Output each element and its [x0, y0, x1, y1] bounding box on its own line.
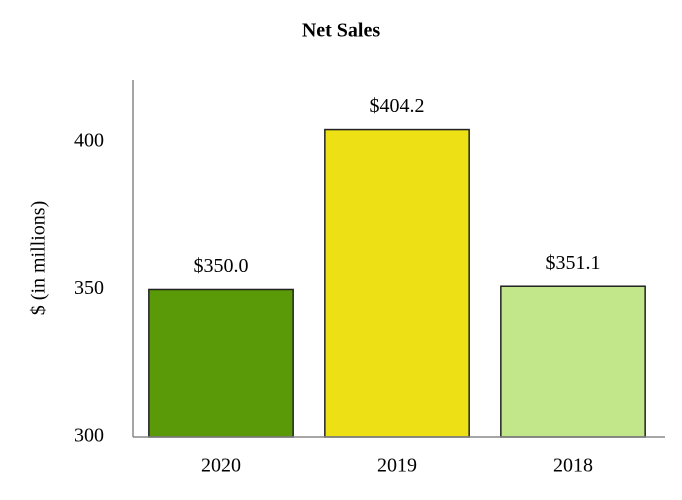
- y-tick-label: 300: [74, 425, 104, 447]
- x-tick-label: 2020: [201, 455, 241, 477]
- y-axis-label: $ (in millions): [28, 201, 50, 315]
- y-tick-label: 400: [74, 130, 104, 152]
- bar: [324, 128, 470, 438]
- data-label: $351.1: [546, 252, 601, 274]
- data-label: $350.0: [194, 255, 249, 277]
- bar: [148, 288, 294, 438]
- data-label: $404.2: [370, 95, 425, 117]
- x-tick-label: 2019: [377, 455, 417, 477]
- x-tick-label: 2018: [553, 455, 593, 477]
- chart-title: Net Sales: [302, 20, 381, 42]
- bar: [500, 285, 646, 438]
- y-tick-label: 350: [74, 277, 104, 299]
